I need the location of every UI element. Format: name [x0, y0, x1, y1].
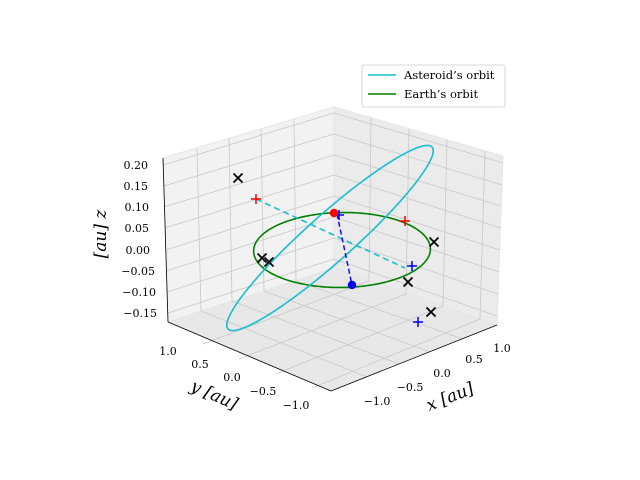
x-tick-label: 0.0 — [433, 367, 451, 380]
z-tick-label: 0.00 — [126, 244, 151, 257]
black-x-marker — [402, 276, 414, 288]
blue-plus-marker — [413, 317, 423, 327]
y-axis-line — [167, 321, 332, 392]
x-axis-label: x [au] — [424, 379, 478, 416]
x-tick-labels: −1.0 −0.5 0.0 0.5 1.0 — [364, 342, 511, 408]
x-axis-line — [330, 324, 498, 392]
earth-orbit-line — [252, 211, 432, 289]
z-tick-label: 0.10 — [125, 201, 150, 214]
orbit-data-layer — [225, 144, 440, 332]
black-x-marker — [428, 236, 440, 248]
z-tick-label: 0.05 — [125, 222, 150, 235]
asteroid-orbit-line — [225, 144, 435, 332]
x-tick-label: −0.5 — [397, 381, 424, 394]
z-axis-line — [162, 157, 169, 323]
axes-panes — [162, 106, 504, 392]
node-dashed-line — [336, 213, 353, 286]
z-axis-label: [au] z — [91, 209, 111, 259]
y-tick-label: 0.5 — [191, 358, 209, 371]
z-tick-label: 0.15 — [124, 180, 149, 193]
black-x-marker — [232, 172, 244, 184]
y-tick-label: −1.0 — [283, 399, 310, 412]
x-tick-label: −1.0 — [364, 395, 391, 408]
legend-label-earth-orbit: Earth’s orbit — [404, 87, 478, 101]
z-tick-label: −0.10 — [122, 286, 156, 299]
black-x-marker — [425, 306, 437, 318]
y-tick-label: −0.5 — [250, 385, 277, 398]
legend: Asteroid’s orbit Earth’s orbit — [361, 64, 506, 108]
z-tick-label: −0.05 — [121, 265, 155, 278]
z-tick-labels: 0.20 0.15 0.10 0.05 0.00 −0.05 −0.10 −0.… — [121, 159, 157, 320]
x-tick-label: 0.5 — [465, 353, 483, 366]
z-tick-label: 0.20 — [124, 159, 149, 172]
black-x-marker — [263, 256, 275, 268]
legend-label-asteroid-orbit: Asteroid’s orbit — [403, 68, 495, 82]
black-x-marker — [256, 252, 268, 264]
red-plus-marker — [251, 194, 261, 204]
red-plus-marker — [400, 216, 410, 226]
y-tick-labels: 1.0 0.5 0.0 −0.5 −1.0 — [159, 345, 309, 412]
y-tick-label: 1.0 — [159, 345, 177, 358]
legend-box — [361, 64, 506, 108]
z-tick-label: −0.15 — [123, 307, 157, 320]
apsides-dashed-line — [255, 198, 406, 269]
blue-dot-marker — [347, 280, 357, 290]
y-tick-label: 0.0 — [223, 371, 241, 384]
red-dot-marker — [329, 208, 339, 218]
axis-lines — [162, 157, 498, 392]
x-tick-label: 1.0 — [493, 342, 511, 355]
blue-plus-marker — [407, 261, 417, 271]
